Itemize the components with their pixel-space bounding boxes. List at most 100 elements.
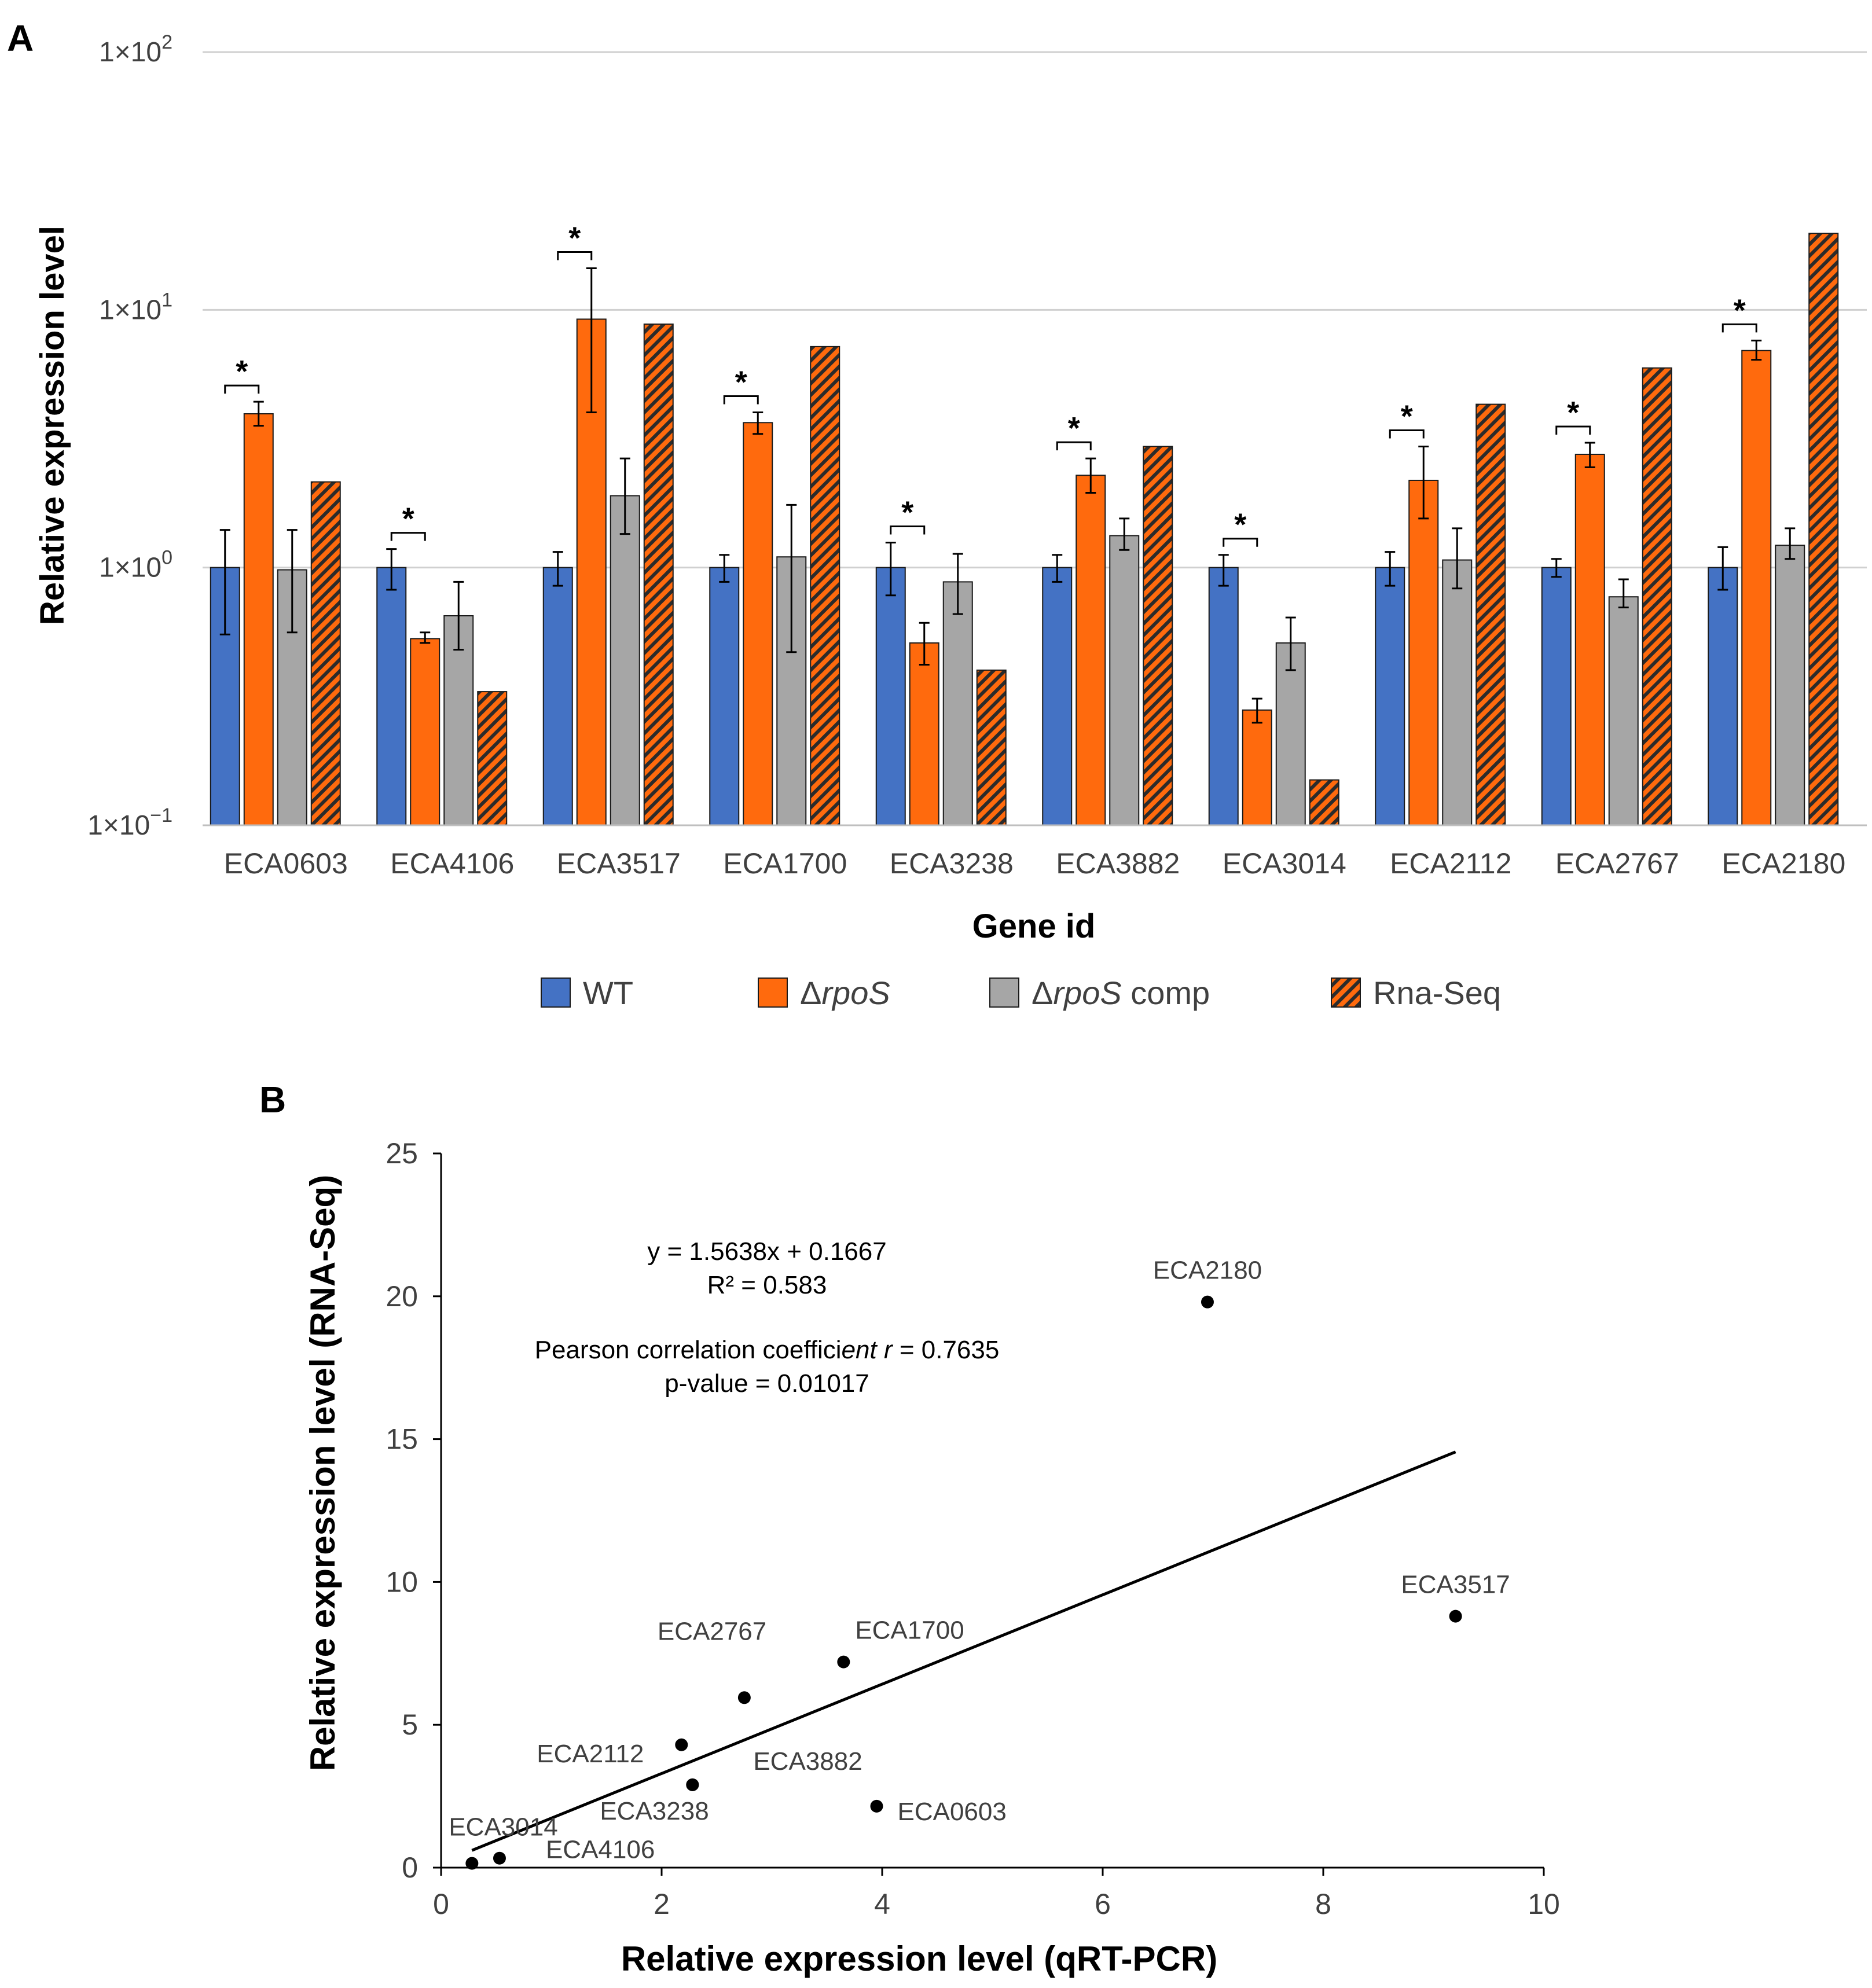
significance-bracket bbox=[1223, 538, 1258, 547]
legend-label-comp: ΔrpoS comp bbox=[1032, 975, 1210, 1011]
bar-rnaseq bbox=[1808, 233, 1839, 826]
x-axis-label: Gene id bbox=[972, 907, 1096, 945]
pearson-text: Pearson correlation coefficient r = 0.76… bbox=[535, 1336, 1000, 1364]
bar-wt bbox=[1208, 567, 1239, 826]
legend-label-wt: WT bbox=[583, 975, 633, 1011]
y-tick-exponent: −1 bbox=[150, 804, 172, 826]
legend-italic: rpoS bbox=[821, 975, 890, 1011]
data-point bbox=[870, 1799, 883, 1813]
category-label: ECA3238 bbox=[890, 847, 1014, 880]
x-tick-label: 6 bbox=[1095, 1888, 1111, 1920]
bar-comp bbox=[942, 581, 973, 826]
pearson-prefix: Pearson correlation coeffici bbox=[535, 1336, 842, 1364]
bar-rpos bbox=[1242, 709, 1272, 826]
bar-wt bbox=[376, 567, 407, 826]
grid-lines bbox=[203, 51, 1867, 569]
significance-bracket bbox=[390, 532, 426, 541]
bar-rnaseq bbox=[810, 346, 840, 826]
y-tick-label: 1×10−1 bbox=[87, 804, 172, 841]
x-tick-label: 4 bbox=[874, 1888, 890, 1920]
bar-rnaseq bbox=[976, 669, 1007, 826]
point-label: ECA1700 bbox=[855, 1616, 964, 1645]
bar-rnaseq bbox=[1309, 779, 1339, 826]
significance-star: * bbox=[1068, 411, 1080, 446]
legend-label-rnaseq: Rna-Seq bbox=[1373, 975, 1501, 1011]
error-bars bbox=[219, 267, 1796, 724]
significance-star: * bbox=[901, 495, 913, 530]
legend-swatch-wt bbox=[541, 978, 571, 1008]
bar-comp bbox=[1109, 535, 1140, 826]
point-label: ECA3014 bbox=[449, 1813, 557, 1842]
category-label: ECA1700 bbox=[723, 847, 847, 880]
x-tick-label: 10 bbox=[1528, 1888, 1560, 1920]
point-label: ECA4106 bbox=[546, 1836, 655, 1864]
legend-italic: rpoS bbox=[1053, 975, 1121, 1011]
r-squared-text: R² = 0.583 bbox=[707, 1271, 827, 1299]
bar-rnaseq bbox=[1475, 403, 1506, 826]
significance-bracket bbox=[557, 251, 593, 260]
pearson-suffix: = 0.7635 bbox=[893, 1336, 1000, 1364]
bar-wt bbox=[875, 567, 906, 826]
x-tick-label: 8 bbox=[1315, 1888, 1331, 1920]
significance-marks: * * * * * * * * * * bbox=[224, 221, 1757, 547]
category-labels: ECA0603 ECA4106 ECA3517 ECA1700 ECA3238 ECA38… bbox=[224, 847, 1846, 880]
point-label: ECA2767 bbox=[658, 1617, 766, 1645]
panel-a-label: A bbox=[7, 17, 34, 59]
significance-star: * bbox=[1567, 395, 1579, 430]
data-point bbox=[737, 1691, 751, 1704]
y-tick-exponent: 1 bbox=[161, 289, 172, 311]
y-axis-label: Relative expression level bbox=[34, 226, 71, 625]
y-tick-label: 1×102 bbox=[99, 31, 172, 68]
bar-wt bbox=[1375, 567, 1405, 826]
significance-bracket bbox=[224, 384, 260, 394]
y-tick-exponent: 0 bbox=[161, 547, 172, 569]
significance-star: * bbox=[568, 221, 581, 255]
y-tick-label: 0 bbox=[402, 1851, 418, 1884]
legend-suffix: WT bbox=[583, 975, 633, 1011]
significance-star: * bbox=[1734, 293, 1746, 328]
bar-rnaseq bbox=[477, 691, 508, 826]
significance-star: * bbox=[402, 502, 414, 536]
significance-star: * bbox=[1401, 399, 1413, 433]
category-label: ECA4106 bbox=[390, 847, 514, 880]
significance-star: * bbox=[236, 354, 248, 389]
y-tick-label: 25 bbox=[386, 1137, 418, 1170]
x-tick-label: 0 bbox=[433, 1888, 449, 1920]
legend-suffix: Rna-Seq bbox=[1373, 975, 1501, 1011]
data-point bbox=[1449, 1609, 1462, 1623]
bar-rnaseq bbox=[1642, 367, 1672, 826]
data-point bbox=[675, 1738, 688, 1751]
bar-rpos bbox=[1076, 475, 1106, 826]
category-label: ECA3517 bbox=[557, 847, 681, 880]
y-tick-base: 1×10 bbox=[99, 553, 161, 583]
regression-line bbox=[471, 1450, 1456, 1852]
point-label: ECA2180 bbox=[1153, 1256, 1262, 1285]
x-axis-label-b: Relative expression level (qRT-PCR) bbox=[621, 1939, 1217, 1978]
bar-rpos bbox=[1574, 454, 1605, 826]
legend: WT ΔrpoS ΔrpoS comp Rna-Seq bbox=[541, 975, 1501, 1011]
bar-comp bbox=[1442, 559, 1473, 826]
significance-star: * bbox=[1234, 508, 1246, 542]
bar-rpos bbox=[1741, 350, 1772, 826]
point-label: ECA2112 bbox=[537, 1740, 644, 1768]
y-tick-exponent: 2 bbox=[161, 31, 172, 53]
points bbox=[465, 1295, 1462, 1870]
significance-bracket bbox=[1389, 429, 1425, 439]
point-label: ECA0603 bbox=[897, 1798, 1006, 1826]
panel-b-label: B bbox=[259, 1079, 286, 1120]
bar-comp bbox=[1775, 545, 1805, 826]
bar-rpos bbox=[243, 413, 274, 826]
y-tick-label: 10 bbox=[386, 1566, 418, 1598]
bar-wt bbox=[1042, 567, 1073, 826]
point-label: ECA3238 bbox=[600, 1797, 709, 1825]
bar-rpos bbox=[1408, 479, 1439, 826]
bar-rnaseq bbox=[1143, 446, 1173, 826]
y-tick-label: 15 bbox=[386, 1423, 418, 1456]
data-point bbox=[837, 1655, 850, 1669]
bar-comp bbox=[443, 615, 474, 826]
bar-comp bbox=[1608, 596, 1639, 826]
significance-bracket bbox=[1721, 323, 1757, 333]
legend-swatch-comp bbox=[989, 978, 1019, 1008]
